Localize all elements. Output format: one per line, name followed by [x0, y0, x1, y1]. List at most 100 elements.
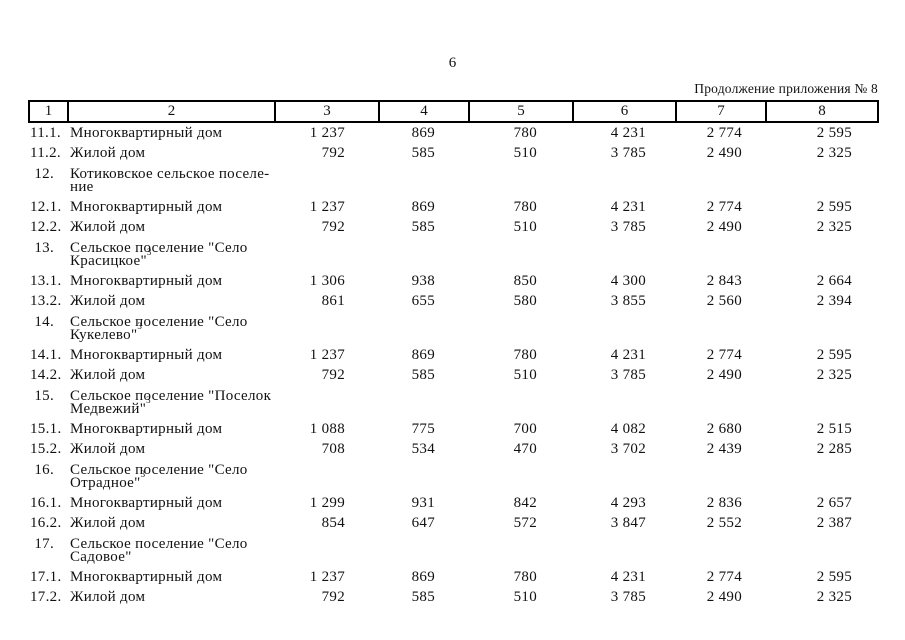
value-cell: 792 [321, 366, 345, 383]
value-cell [676, 311, 766, 345]
row-number-cell: 11.2. [30, 144, 61, 161]
value-cell: 3 785 [610, 588, 646, 605]
column-header: 6 [572, 100, 677, 123]
value-cell [676, 385, 766, 419]
value-cell: 780 [513, 568, 537, 585]
value-cell: 2 595 [816, 198, 852, 215]
data-row: 13.1. Многоквартирный дом 1 306 938 850 4 300… [29, 271, 878, 291]
page-number: 6 [448, 55, 457, 71]
value-cell: 2 490 [706, 366, 742, 383]
value-cell: 4 293 [610, 494, 646, 511]
value-cell [275, 311, 379, 345]
value-cell: 655 [411, 292, 435, 309]
value-cell: 1 237 [309, 124, 345, 141]
data-row: 15.1. Многоквартирный дом 1 088 775 700 4 082… [29, 419, 878, 439]
value-cell: 2 552 [706, 514, 742, 531]
value-cell [469, 533, 573, 567]
value-cell [275, 385, 379, 419]
value-cell: 572 [513, 514, 537, 531]
row-number-cell: 13.1. [30, 272, 62, 289]
row-label-cell: Многоквартирный дом [70, 494, 223, 511]
appendix-continuation-note: Продолжение приложения № 8 [694, 81, 878, 96]
row-label-cell: Котиковское сельское поселе-ние [70, 166, 270, 195]
section-row: 12. Котиковское сельское поселе-ние [29, 163, 878, 197]
value-cell [676, 533, 766, 567]
row-label-cell: Жилой дом [70, 588, 146, 605]
value-cell: 2 325 [816, 588, 852, 605]
value-cell [275, 459, 379, 493]
value-cell: 470 [513, 440, 537, 457]
value-cell: 2 515 [816, 420, 852, 437]
value-cell: 2 664 [816, 272, 852, 289]
value-cell [275, 163, 379, 197]
value-cell: 1 237 [309, 198, 345, 215]
value-cell [469, 459, 573, 493]
column-header: 7 [675, 100, 767, 123]
value-cell: 842 [513, 494, 537, 511]
row-number-cell: 16.1. [30, 494, 62, 511]
value-cell: 4 231 [610, 346, 646, 363]
value-cell: 647 [411, 514, 435, 531]
section-row: 14. Сельское поселение "Село Кукелево"3 [29, 311, 878, 345]
row-number-cell: 15.2. [30, 440, 62, 457]
value-cell [379, 237, 469, 271]
row-label-cell: Жилой дом [70, 218, 146, 235]
value-cell: 3 785 [610, 218, 646, 235]
value-cell: 1 306 [309, 272, 345, 289]
value-cell [379, 533, 469, 567]
value-cell [766, 163, 878, 197]
value-cell [573, 385, 676, 419]
value-cell: 510 [513, 588, 537, 605]
value-cell: 2 843 [706, 272, 742, 289]
row-number-cell: 16. [34, 462, 54, 478]
value-cell: 2 680 [706, 420, 742, 437]
data-row: 11.1. Многоквартирный дом 1 237 869 780 4 231… [29, 122, 878, 143]
value-cell: 534 [411, 440, 435, 457]
value-cell: 861 [321, 292, 345, 309]
data-row: 16.2. Жилой дом 854 647 572 3 847 2 552 2 387 [29, 513, 878, 533]
value-cell [379, 311, 469, 345]
value-cell: 869 [411, 124, 435, 141]
value-cell [573, 163, 676, 197]
value-cell [676, 459, 766, 493]
data-row: 11.2. Жилой дом 792 585 510 3 785 2 490 2 325 [29, 143, 878, 163]
value-cell: 775 [411, 420, 435, 437]
value-cell: 2 657 [816, 494, 852, 511]
value-cell: 2 490 [706, 144, 742, 161]
row-label-cell: Сельское поселение "Село Красицкое"3 [70, 240, 248, 269]
data-row: 14.1. Многоквартирный дом 1 237 869 780 4 231… [29, 345, 878, 365]
data-row: 12.2. Жилой дом 792 585 510 3 785 2 490 2 325 [29, 217, 878, 237]
column-header: 8 [765, 100, 879, 123]
value-cell [275, 533, 379, 567]
value-cell: 2 774 [706, 198, 742, 215]
footnote-marker: 3 [137, 321, 142, 331]
value-cell [766, 237, 878, 271]
value-cell: 3 847 [610, 514, 646, 531]
value-cell: 700 [513, 420, 537, 437]
table-body: 11.1. Многоквартирный дом 1 237 869 780 4 231… [29, 122, 878, 607]
row-number-cell: 12.1. [30, 198, 62, 215]
footnote-marker: 3 [140, 469, 146, 479]
value-cell: 2 394 [816, 292, 852, 309]
value-cell: 2 774 [706, 568, 742, 585]
value-cell: 780 [513, 124, 537, 141]
value-cell: 510 [513, 366, 537, 383]
row-number-cell: 12.2. [30, 218, 62, 235]
value-cell: 4 231 [610, 124, 646, 141]
row-number-cell: 16.2. [30, 514, 62, 531]
row-label-cell: Многоквартирный дом [70, 568, 223, 585]
value-cell: 869 [411, 568, 435, 585]
value-cell: 938 [411, 272, 435, 289]
data-row: 15.2. Жилой дом 708 534 470 3 702 2 439 2 285 [29, 439, 878, 459]
value-cell: 4 231 [610, 568, 646, 585]
value-cell: 510 [513, 144, 537, 161]
value-cell: 585 [411, 218, 435, 235]
row-label-cell: Жилой дом [70, 514, 146, 531]
data-row: 12.1. Многоквартирный дом 1 237 869 780 4 231… [29, 197, 878, 217]
value-cell: 510 [513, 218, 537, 235]
row-label-cell: Многоквартирный дом [70, 420, 223, 437]
row-label-cell: Жилой дом [70, 292, 146, 309]
value-cell: 580 [513, 292, 537, 309]
